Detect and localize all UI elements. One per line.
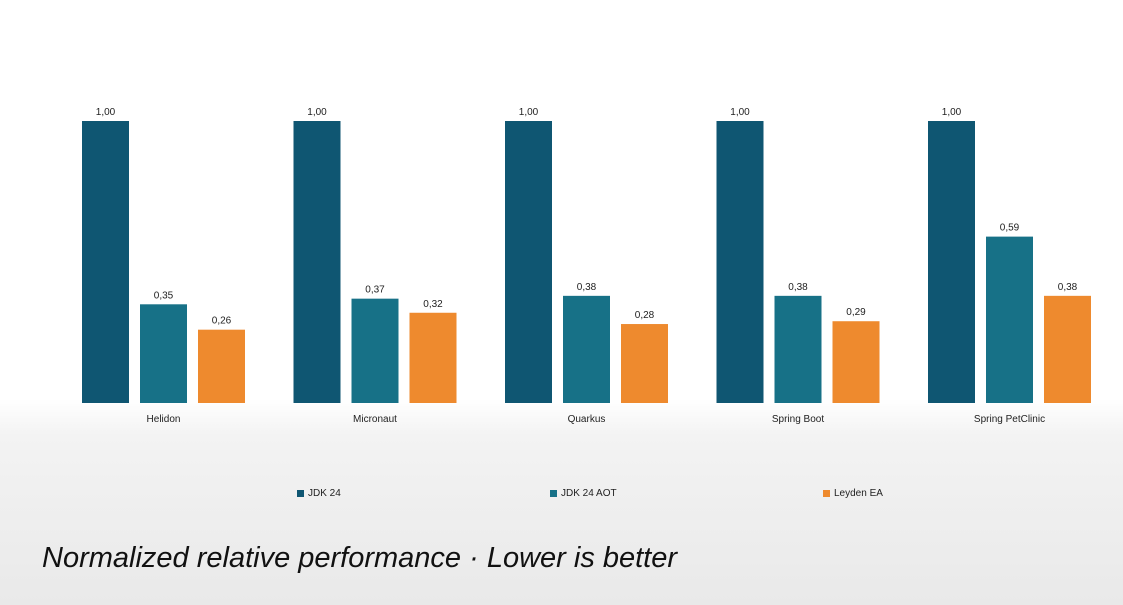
bar-micronaut-jdk-24-aot	[351, 298, 399, 403]
data-label: 0,38	[1058, 282, 1078, 293]
bar-helidon-jdk-24	[82, 121, 129, 403]
legend-label: JDK 24	[308, 488, 341, 499]
data-label: 1,00	[730, 107, 750, 118]
bar-quarkus-jdk-24	[505, 121, 552, 403]
chart-legend: JDK 24 JDK 24 AOT Leyden EA	[0, 488, 1123, 502]
bar-quarkus-jdk-24-aot	[563, 295, 610, 403]
bar-spring-boot-jdk-24-aot	[774, 295, 822, 403]
data-label: 0,32	[423, 299, 443, 310]
legend-label: JDK 24 AOT	[561, 488, 617, 499]
data-label: 0,59	[1000, 223, 1020, 234]
data-label: 0,38	[788, 282, 808, 293]
legend-label: Leyden EA	[834, 488, 883, 499]
legend-item: Leyden EA	[823, 488, 883, 499]
data-label: 0,35	[154, 290, 174, 301]
bar-helidon-jdk-24-aot	[140, 304, 187, 403]
slide-caption: Normalized relative performance · Lower …	[42, 542, 678, 574]
category-label: Micronaut	[353, 414, 397, 425]
bar-spring-petclinic-jdk-24-aot	[986, 236, 1033, 403]
legend-swatch	[550, 490, 557, 497]
data-label: 0,29	[846, 307, 866, 318]
bar-spring-boot-leyden-ea	[832, 321, 880, 403]
category-label: Spring PetClinic	[974, 414, 1045, 425]
category-label: Quarkus	[568, 414, 606, 425]
bar-helidon-leyden-ea	[198, 329, 245, 403]
bar-chart: 1,00 0,35 0,26 Helidon 1,00 0,37 0,32 Micronaut…	[82, 107, 1091, 425]
data-label: 1,00	[307, 107, 327, 118]
category-label: Helidon	[147, 414, 181, 425]
legend-item: JDK 24	[297, 488, 341, 499]
bar-spring-petclinic-jdk-24	[928, 121, 975, 403]
data-label: 1,00	[96, 107, 116, 118]
data-label: 0,26	[212, 316, 232, 327]
bar-spring-boot-jdk-24	[716, 121, 764, 403]
bar-micronaut-jdk-24	[293, 121, 341, 403]
legend-swatch	[823, 490, 830, 497]
data-label: 0,38	[577, 282, 597, 293]
legend-swatch	[297, 490, 304, 497]
data-label: 1,00	[942, 107, 962, 118]
data-label: 0,37	[365, 285, 385, 296]
bar-spring-petclinic-leyden-ea	[1044, 295, 1091, 403]
legend-item: JDK 24 AOT	[550, 488, 617, 499]
bar-quarkus-leyden-ea	[621, 324, 668, 403]
data-label: 0,28	[635, 310, 655, 321]
category-label: Spring Boot	[772, 414, 824, 425]
data-label: 1,00	[519, 107, 539, 118]
bar-micronaut-leyden-ea	[409, 312, 457, 403]
